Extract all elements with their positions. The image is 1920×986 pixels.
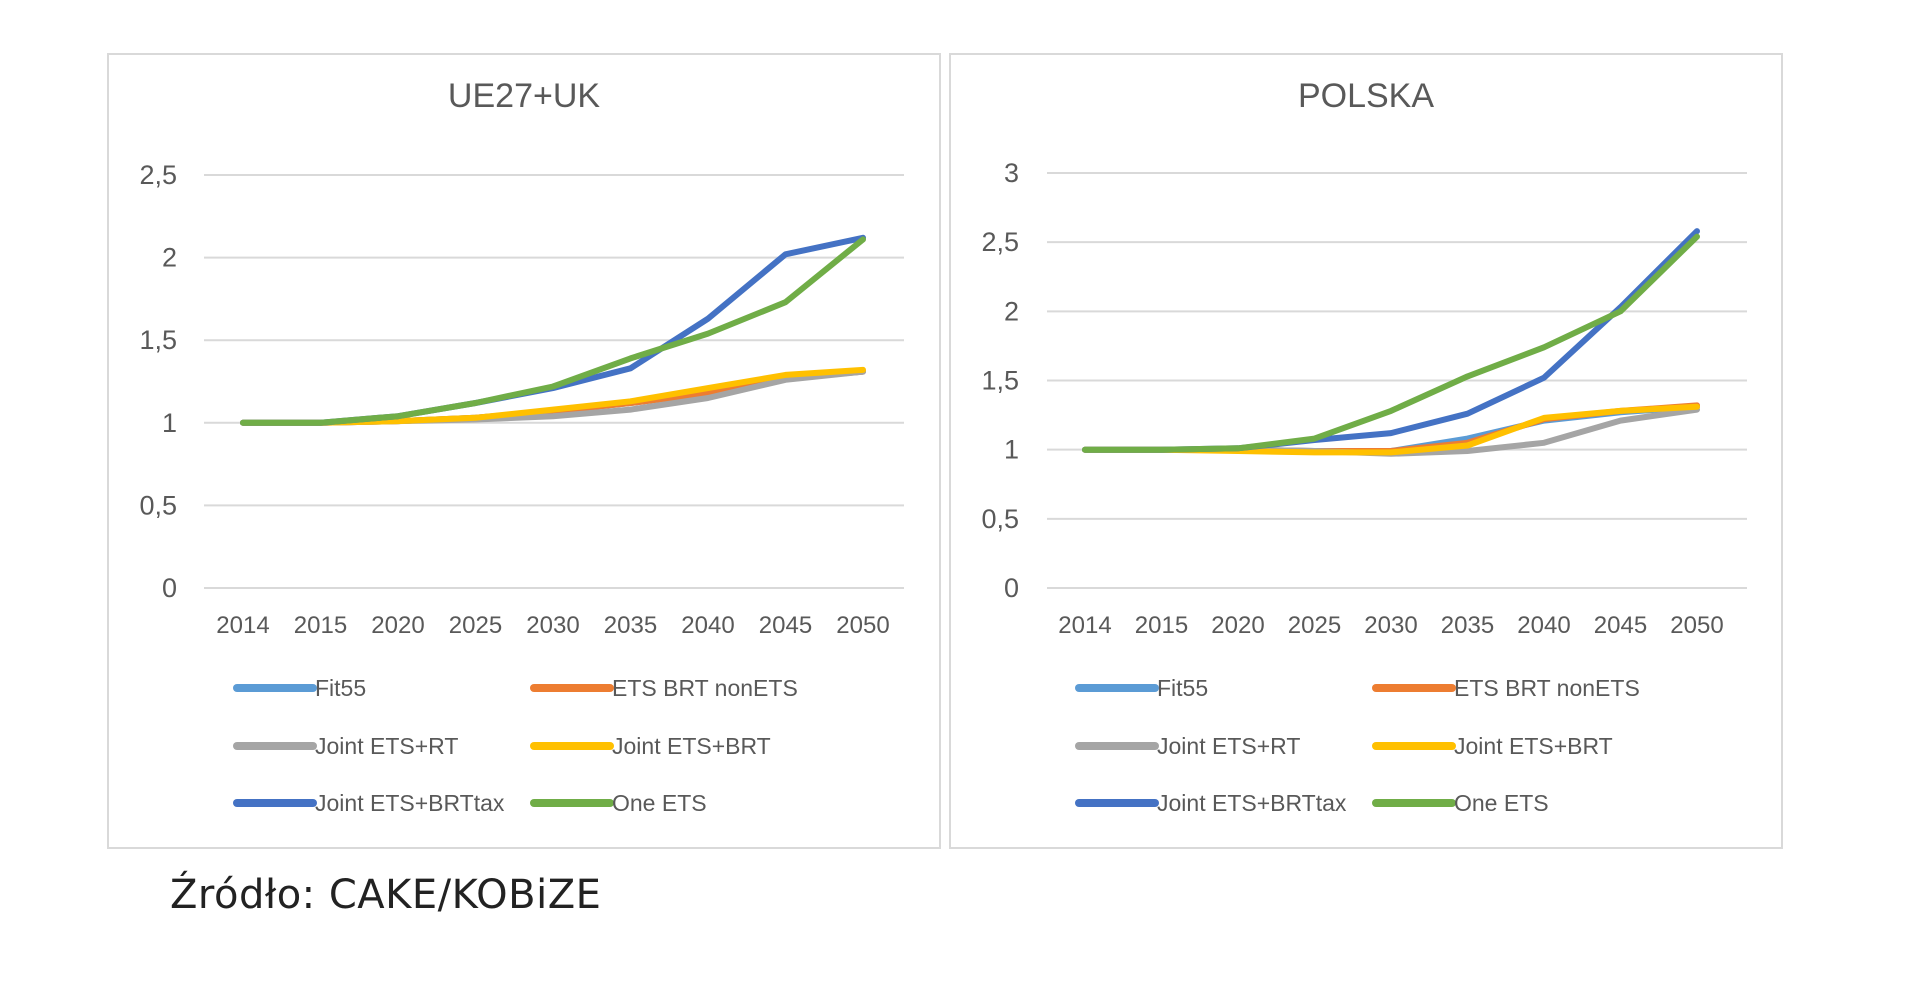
x-tick-label: 2040 xyxy=(1517,612,1570,639)
y-tick-label: 0 xyxy=(162,573,177,603)
legend-label: One ETS xyxy=(1454,790,1549,816)
x-tick-label: 2035 xyxy=(604,612,657,639)
legend-item-one-ets: One ETS xyxy=(530,790,707,816)
x-tick-label: 2045 xyxy=(1594,612,1647,639)
legend-item-joint-ets-brt: Joint ETS+BRT xyxy=(530,733,771,759)
x-tick-label: 2014 xyxy=(1058,612,1111,639)
x-tick-label: 2020 xyxy=(1211,612,1264,639)
y-tick-label: 1 xyxy=(1004,435,1019,465)
legend-label: ETS BRT nonETS xyxy=(1454,675,1640,701)
x-tick-label: 2050 xyxy=(1670,612,1723,639)
y-tick-label: 1,5 xyxy=(981,366,1019,396)
x-tick-label: 2025 xyxy=(1288,612,1341,639)
y-tick-label: 1 xyxy=(162,408,177,438)
y-tick-label: 0,5 xyxy=(139,490,177,520)
x-tick-label: 2025 xyxy=(449,612,502,639)
series-line-one-ets xyxy=(240,236,866,426)
y-tick-label: 0 xyxy=(1004,573,1019,603)
legend-item-joint-ets-brt: Joint ETS+BRT xyxy=(1372,733,1613,759)
legend-item-joint-ets-brttax: Joint ETS+BRTtax xyxy=(233,790,505,816)
legend-label: Joint ETS+RT xyxy=(1157,733,1300,759)
x-tick-label: 2050 xyxy=(836,612,889,639)
legend-item-joint-ets-rt: Joint ETS+RT xyxy=(233,733,458,759)
x-tick-label: 2040 xyxy=(681,612,734,639)
legend-label: Joint ETS+BRT xyxy=(612,733,771,759)
x-tick-label: 2035 xyxy=(1441,612,1494,639)
chart-title: UE27+UK xyxy=(448,77,600,115)
x-tick-label: 2020 xyxy=(371,612,424,639)
x-tick-label: 2030 xyxy=(1364,612,1417,639)
legend-item-ets-brt-nonets: ETS BRT nonETS xyxy=(1372,675,1640,701)
line-chart-polska: POLSKA 0 0,5 1 1,5 2 2,5 3 2014 2015 2020 2025 2030 2… xyxy=(981,77,1747,816)
series-line-one-ets xyxy=(1082,233,1700,453)
y-tick-label: 1,5 xyxy=(139,325,177,355)
y-tick-label: 2,5 xyxy=(981,227,1019,257)
legend-item-one-ets: One ETS xyxy=(1372,790,1549,816)
legend-item-joint-ets-rt: Joint ETS+RT xyxy=(1075,733,1300,759)
legend-label: Joint ETS+BRTtax xyxy=(1157,790,1347,816)
legend-label: Joint ETS+BRT xyxy=(1454,733,1613,759)
y-tick-label: 2,5 xyxy=(139,160,177,190)
legend-label: Fit55 xyxy=(315,675,366,701)
legend-label: Joint ETS+RT xyxy=(315,733,458,759)
legend-item-fit55: Fit55 xyxy=(1075,675,1208,701)
x-tick-label: 2030 xyxy=(526,612,579,639)
legend-label: ETS BRT nonETS xyxy=(612,675,798,701)
legend-label: Joint ETS+BRTtax xyxy=(315,790,505,816)
y-tick-label: 2 xyxy=(1004,296,1019,326)
y-tick-label: 2 xyxy=(162,243,177,273)
legend-label: One ETS xyxy=(612,790,707,816)
y-tick-label: 0,5 xyxy=(981,504,1019,534)
legend-item-fit55: Fit55 xyxy=(233,675,366,701)
x-tick-label: 2014 xyxy=(216,612,269,639)
series-line-joint-ets-brttax xyxy=(240,234,866,426)
x-tick-label: 2015 xyxy=(294,612,347,639)
line-chart-ue27-uk: UE27+UK 0 0,5 1 1,5 2 2,5 2014 2015 2020 2025 2030 2… xyxy=(139,77,904,816)
source-note: Źródło: CAKE/KOBiZE xyxy=(170,872,602,918)
y-tick-label: 3 xyxy=(1004,158,1019,188)
x-tick-label: 2015 xyxy=(1135,612,1188,639)
legend-label: Fit55 xyxy=(1157,675,1208,701)
legend-item-ets-brt-nonets: ETS BRT nonETS xyxy=(530,675,798,701)
chart-panel-polska: POLSKA 0 0,5 1 1,5 2 2,5 3 2014 2015 2020 2025 2030 2… xyxy=(949,53,1783,849)
x-tick-label: 2045 xyxy=(759,612,812,639)
chart-title: POLSKA xyxy=(1298,77,1434,115)
chart-panel-ue27-uk: UE27+UK 0 0,5 1 1,5 2 2,5 2014 2015 2020 2025 2030 2… xyxy=(107,53,941,849)
legend-item-joint-ets-brttax: Joint ETS+BRTtax xyxy=(1075,790,1347,816)
